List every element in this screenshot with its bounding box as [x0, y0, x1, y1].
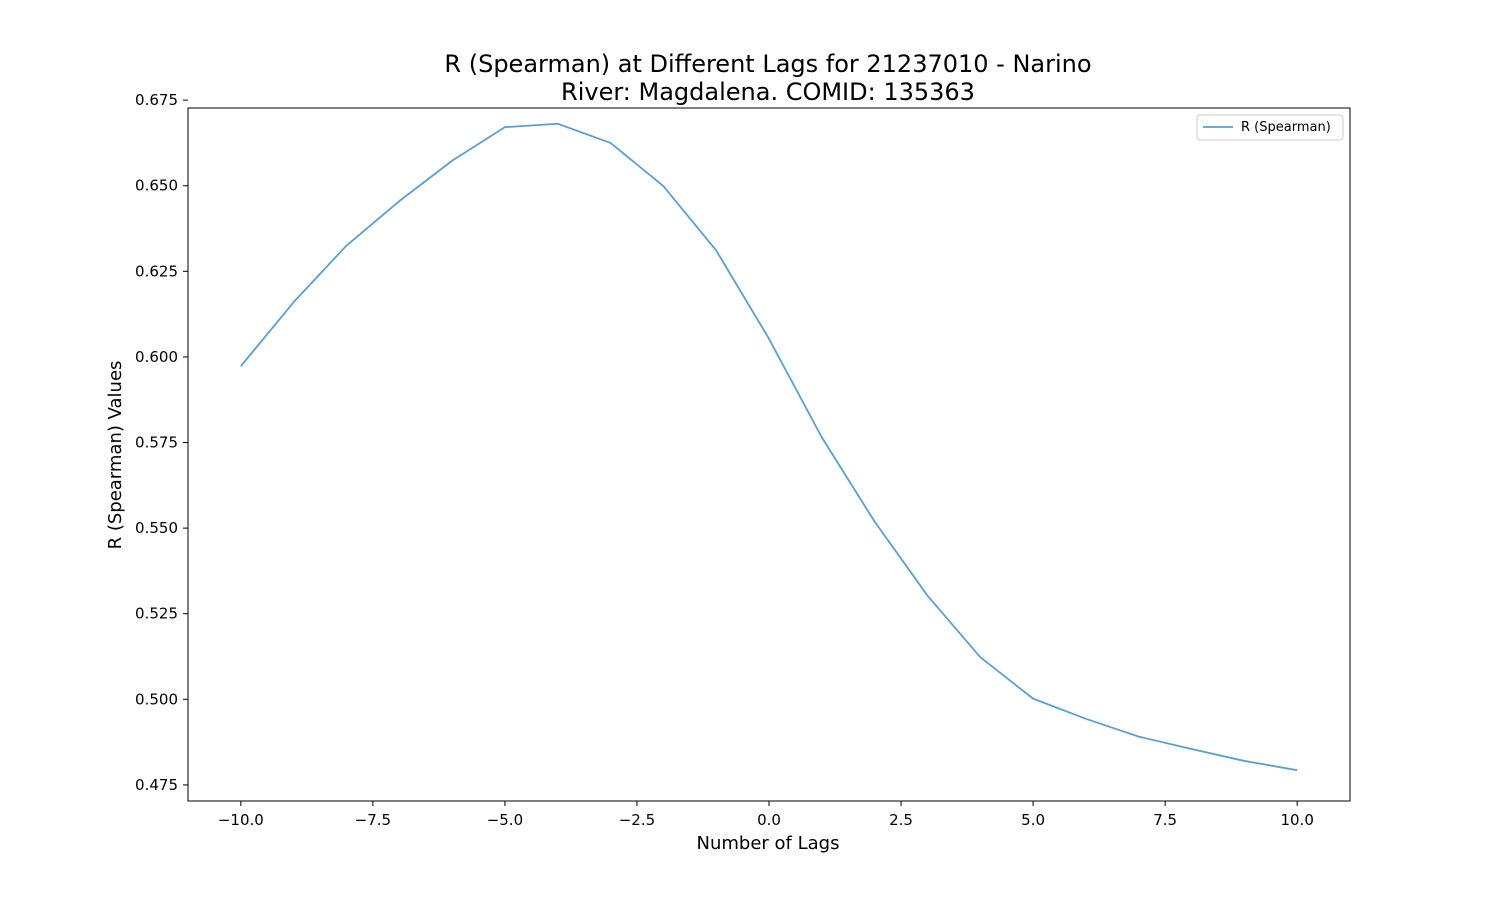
y-axis-label: R (Spearman) Values: [105, 361, 126, 550]
y-tick-label: 0.675: [135, 91, 178, 109]
legend: R (Spearman): [1196, 114, 1344, 141]
y-tick-label: 0.625: [135, 262, 178, 280]
x-tick-label: 7.5: [1153, 811, 1177, 829]
x-axis: −10.0 −7.5 −5.0 −2.5 0.0 2.5 5.0 7.5 10.0: [218, 801, 1314, 829]
legend-label: R (Spearman): [1241, 120, 1331, 135]
legend-box: [1196, 114, 1344, 141]
x-tick-label: 0.0: [757, 811, 781, 829]
y-tick-label: 0.575: [135, 434, 178, 452]
x-tick-label: 2.5: [889, 811, 913, 829]
x-tick-label: 5.0: [1021, 811, 1045, 829]
x-tick-label: −7.5: [355, 811, 391, 829]
x-tick-label: −2.5: [619, 811, 655, 829]
plot-area: [240, 122, 1298, 772]
y-tick-label: 0.475: [135, 776, 178, 794]
x-tick-label: 10.0: [1280, 811, 1313, 829]
y-tick-label: 0.500: [135, 690, 178, 708]
y-axis: 0.475 0.500 0.525 0.550 0.575 0.600 0.625 0.650…: [135, 91, 188, 794]
chart-title-line2: River: Magdalena. COMID: 135363: [561, 78, 975, 106]
y-tick-label: 0.525: [135, 605, 178, 623]
x-tick-label: −10.0: [218, 811, 264, 829]
x-axis-label: Number of Lags: [697, 833, 840, 854]
chart-title-line1: R (Spearman) at Different Lags for 21237…: [444, 50, 1091, 78]
y-tick-label: 0.600: [135, 348, 178, 366]
x-tick-label: −5.0: [487, 811, 523, 829]
y-tick-label: 0.650: [135, 177, 178, 195]
y-tick-label: 0.550: [135, 519, 178, 537]
